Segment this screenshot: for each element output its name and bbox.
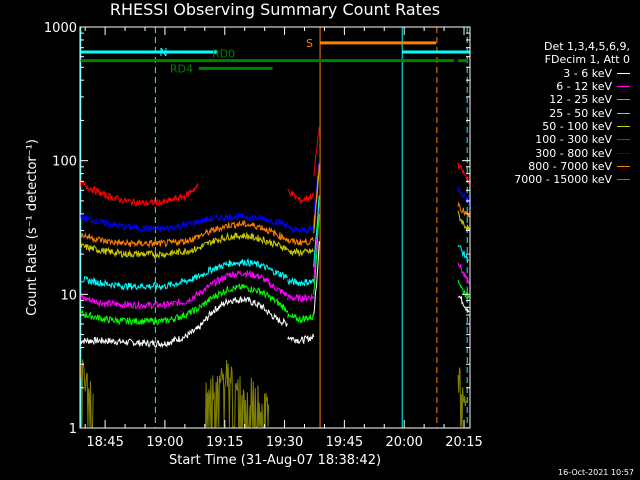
series-line [79,232,199,249]
x-tick-label: 19:15 [206,435,243,450]
x-axis-label: Start Time (31-Aug-07 18:38:42) [169,453,381,468]
state-bar-label: RD4 [170,62,193,75]
series-line [313,195,320,268]
legend-entry-label: 12 - 25 keV [549,93,612,107]
legend-entry-label: 7000 - 15000 keV [514,173,612,187]
legend-entry: 12 - 25 keV [478,93,630,106]
series-line [287,236,315,246]
legend-entry-label: 50 - 100 keV [542,119,612,133]
series-line [197,283,289,314]
chart-title: RHESSI Observing Summary Count Rates [109,0,441,19]
legend-color-swatch [617,139,630,141]
y-tick-label: 1 [69,422,77,437]
series-line [197,257,289,281]
legend-entry: 3 - 6 keV [478,67,630,80]
series-line [79,358,94,428]
series-line [457,201,470,218]
legend-entry: 7000 - 15000 keV [478,173,630,186]
series-line [79,241,199,259]
series-line [287,333,315,345]
series-line [457,262,470,284]
legend-entry-label: 100 - 300 keV [535,133,612,147]
legend-color-swatch [617,112,630,114]
series-line [457,367,467,427]
legend-entry-label: 800 - 7000 keV [528,159,612,173]
series-line [197,269,289,296]
state-bar-label: RD0 [212,48,235,61]
series-line [457,279,470,299]
legend-entry-label: 300 - 800 keV [535,146,612,160]
legend-header-line: FDecim 1, Att 0 [544,53,630,67]
series-line [313,126,320,177]
legend-color-swatch [617,72,630,74]
y-tick-label: 10 [60,288,77,303]
x-tick-label: 19:30 [266,435,303,450]
x-tick-label: 19:45 [326,435,363,450]
legend-header-line: Det 1,3,4,5,6,9, [543,40,630,53]
series-line [79,325,199,349]
x-tick-label: 20:15 [445,435,482,450]
series-line [79,274,199,291]
series-line [313,241,320,315]
legend-entry: 25 - 50 keV [478,106,630,120]
series-line [457,186,470,204]
series-line [457,295,470,314]
legend-entry: 6 - 12 keV [478,80,630,93]
legend-entry-label: 6 - 12 keV [556,80,612,94]
x-tick-label: 18:45 [86,435,123,450]
series-line [287,188,315,205]
series-line [79,306,199,326]
legend-entry-label: 3 - 6 keV [563,66,612,80]
legend-entry: 100 - 300 keV [478,133,630,146]
legend-color-swatch [617,179,630,181]
series-line [79,212,199,233]
legend-color-swatch [617,125,630,127]
legend-entry: 50 - 100 keV [478,120,630,133]
series-line [313,160,320,213]
y-tick-label: 100 [52,155,77,170]
y-axis-label: Count Rate (s⁻¹ detector⁻¹) [25,139,40,316]
series-line [287,247,314,258]
y-tick-label: 1000 [44,21,77,36]
series-line [79,290,199,310]
series-line [313,213,320,295]
series-line [457,162,470,184]
legend-color-swatch [617,86,630,88]
series-line [457,245,470,264]
legend-entry: 800 - 7000 keV [478,160,630,173]
series-line [197,231,288,252]
series-line [287,225,315,234]
x-tick-label: 20:00 [385,435,422,450]
series-line [287,276,315,287]
x-tick-label: 19:00 [146,435,183,450]
series-line [197,211,289,230]
legend-entry: 300 - 800 keV [478,146,630,160]
series-line [313,163,320,228]
series-line [457,210,470,232]
plot-frame [79,26,471,429]
generation-timestamp: 16-Oct-2021 10:57 [558,468,634,477]
series-line [287,293,315,303]
series-line [287,312,315,324]
series-line [197,220,289,243]
state-bar-label: S [306,37,313,50]
series-line [204,359,270,428]
series-line [197,295,288,330]
legend-color-swatch [617,152,630,154]
series-line [79,178,199,208]
legend-entry-label: 25 - 50 keV [549,106,612,120]
legend-color-swatch [617,165,630,167]
legend-color-swatch [617,99,630,101]
